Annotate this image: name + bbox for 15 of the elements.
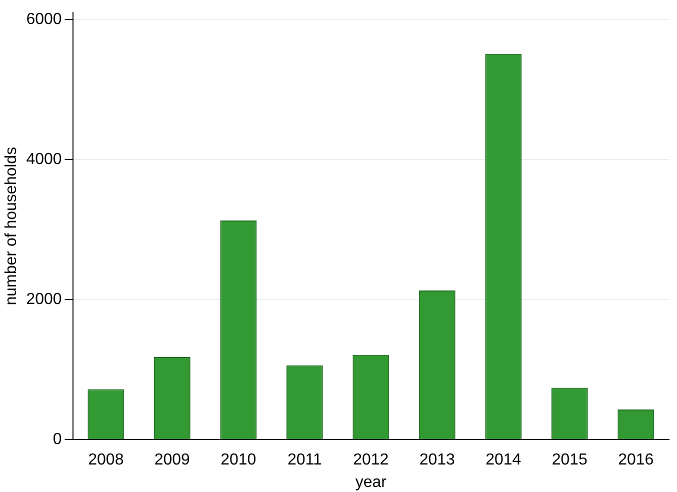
x-tick-label: 2009: [154, 452, 190, 469]
x-tick-label: 2012: [353, 452, 389, 469]
x-tick-label: 2010: [220, 452, 256, 469]
x-tick-label: 2011: [287, 452, 322, 469]
y-tick-label: 0: [52, 431, 62, 448]
y-tick-label: 2000: [26, 291, 62, 308]
x-tick-label: 2008: [88, 452, 124, 469]
x-axis-title: year: [355, 474, 388, 491]
y-tick-label: 6000: [26, 11, 62, 28]
x-tick-label: 2013: [419, 452, 456, 469]
x-tick-label: 2016: [618, 452, 654, 469]
y-tick-label: 4000: [26, 151, 62, 168]
x-tick-label: 2015: [552, 452, 588, 469]
y-axis-title: number of households: [3, 146, 20, 306]
x-tick-label: 2014: [486, 452, 522, 469]
